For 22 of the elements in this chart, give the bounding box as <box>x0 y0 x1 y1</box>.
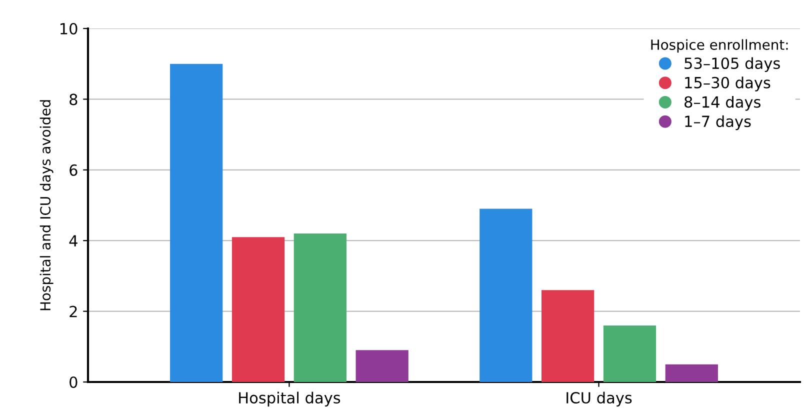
y-tick-label: 10 <box>60 22 78 35</box>
bar <box>542 290 594 382</box>
bar <box>603 325 656 382</box>
bar <box>170 64 223 382</box>
bar <box>480 208 532 382</box>
legend-label: 1–7 days <box>685 115 751 130</box>
y-tick-label: 6 <box>70 164 78 176</box>
y-axis-title: Hospital and ICU days avoided <box>40 100 54 310</box>
legend-label: 8–14 days <box>684 96 760 111</box>
bar <box>356 350 408 382</box>
y-tick-label: 4 <box>69 235 78 246</box>
x-tick-label: ICU days <box>566 392 632 407</box>
bar <box>665 364 718 382</box>
y-tick-label: 2 <box>70 306 77 318</box>
legend-title: Hospice enrollment: <box>651 39 788 53</box>
x-tick-label: Hospital days <box>239 392 340 407</box>
bar <box>294 234 346 382</box>
bar <box>232 237 285 382</box>
legend-label: 15–30 days <box>685 76 770 92</box>
y-tick-label: 8 <box>70 94 78 106</box>
y-tick-label: 0 <box>70 376 78 388</box>
legend-label: 53–105 days <box>684 57 780 72</box>
